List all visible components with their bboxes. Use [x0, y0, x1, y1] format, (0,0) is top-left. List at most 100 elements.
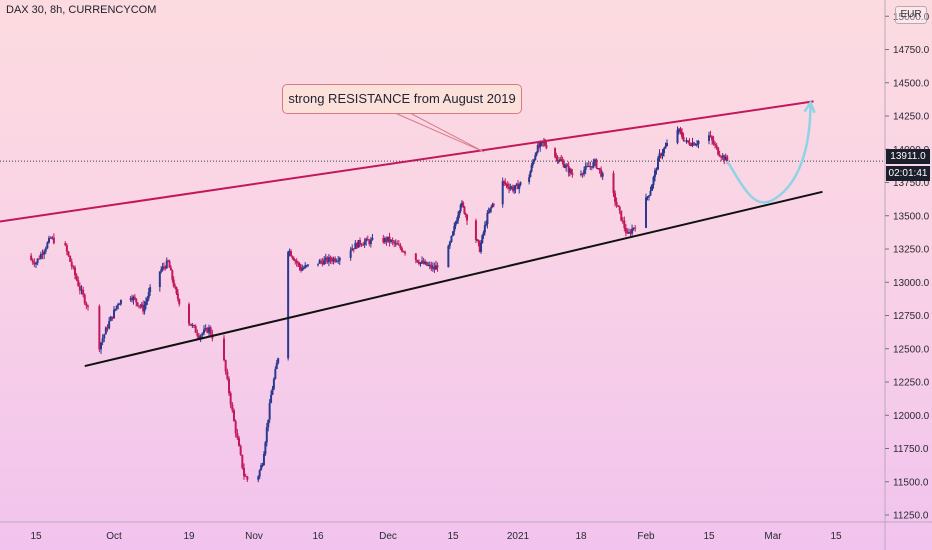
candle-body	[359, 240, 361, 245]
candle-body	[332, 258, 335, 262]
candle-body	[518, 184, 521, 190]
candle-body	[142, 304, 145, 312]
candle-body	[165, 260, 168, 269]
candle-body	[666, 142, 668, 146]
candle-body	[387, 236, 389, 242]
candle-body	[508, 186, 511, 189]
candle-body	[676, 130, 679, 143]
candle-body	[108, 321, 111, 329]
candle-body	[305, 265, 308, 267]
candle-body	[46, 242, 49, 249]
candle-body	[226, 371, 229, 379]
candle-body	[355, 243, 358, 248]
candle-body	[160, 269, 163, 272]
candle-body	[246, 476, 249, 480]
annotation-leader	[394, 112, 485, 153]
candle-body	[295, 260, 298, 263]
time-tick-label: 19	[183, 531, 195, 542]
candle-body	[581, 173, 584, 175]
candle-body	[362, 244, 365, 246]
candle-body	[188, 304, 190, 324]
time-tick-label: Dec	[379, 531, 397, 542]
projection-arrow[interactable]	[726, 102, 812, 204]
candle-body	[35, 262, 37, 265]
candle-body	[652, 176, 655, 185]
candle-body	[433, 266, 436, 270]
price-tick-label: 13750.0	[893, 178, 930, 189]
candle-body	[288, 251, 291, 253]
candle-body	[169, 267, 172, 271]
candle-body	[584, 166, 587, 171]
candle-body	[528, 177, 531, 182]
candle-body	[400, 248, 403, 252]
candle-body	[460, 202, 463, 205]
candle-body	[44, 248, 47, 252]
symbol-title: DAX 30, 8h, CURRENCYCOM	[6, 4, 157, 16]
candle-body	[299, 266, 302, 271]
resistance-annotation[interactable]: strong RESISTANCE from August 2019	[282, 84, 522, 114]
candle-body	[118, 303, 121, 305]
currency-button[interactable]: EUR	[895, 6, 927, 24]
candle-body	[291, 256, 294, 259]
candle-body	[233, 410, 235, 422]
candle-body	[658, 153, 661, 159]
candle-body	[258, 470, 261, 477]
candle-body	[490, 206, 493, 209]
price-tick-label: 11500.0	[893, 477, 929, 488]
candle-body	[726, 156, 729, 162]
candle-body	[175, 287, 178, 294]
candle-body	[563, 167, 566, 169]
candle-body	[292, 258, 295, 261]
support-trendline[interactable]	[84, 190, 823, 368]
candle-body	[147, 292, 150, 299]
price-tick-label: 12500.0	[893, 344, 930, 355]
candle-body	[194, 326, 197, 333]
candle-body	[682, 136, 685, 141]
candle-body	[565, 165, 568, 168]
candle-body	[167, 260, 170, 262]
candle-body	[464, 213, 467, 215]
candle-body	[482, 232, 485, 236]
candle-body	[338, 257, 341, 261]
candle-body	[645, 197, 647, 228]
candle-body	[402, 251, 405, 253]
candle-body	[414, 253, 417, 261]
time-axis[interactable]: 15 Oct 19 Nov 16 Dec 15 2021 18 Feb 15 Mar 15	[30, 531, 842, 542]
candle-body	[209, 327, 212, 334]
price-tick-label: 14500.0	[893, 78, 930, 89]
candle-body	[598, 168, 601, 170]
candle-body	[357, 240, 360, 248]
candle-body	[504, 181, 507, 184]
candle-body	[64, 243, 67, 246]
candle-body	[67, 251, 70, 256]
candle-body	[270, 394, 273, 404]
price-tick-label: 15000.0	[893, 12, 930, 23]
candle-body	[324, 257, 327, 260]
candle-body	[492, 204, 495, 206]
candle-body	[430, 264, 433, 269]
candle-body	[421, 260, 424, 263]
time-tick-label: 15	[30, 531, 42, 542]
candle-body	[257, 476, 260, 480]
candle-body	[510, 186, 513, 188]
candle-body	[690, 144, 692, 146]
candle-body	[399, 245, 402, 249]
candle-body	[366, 238, 369, 241]
candle-body	[657, 158, 659, 170]
candle-body	[161, 266, 164, 270]
time-tick-label: Oct	[106, 531, 122, 542]
candle-body	[307, 264, 310, 266]
candle-body	[428, 264, 431, 266]
candle-body	[277, 358, 280, 364]
candle-body	[560, 159, 563, 161]
candle-body	[566, 165, 569, 167]
resistance-trendline[interactable]	[0, 100, 814, 223]
candle-body	[416, 260, 419, 263]
price-axis[interactable]: 11250.0 11500.0 11750.0 12000.0 12250.0 12500…	[885, 12, 930, 522]
candle-body	[466, 214, 469, 221]
candle-body	[388, 236, 391, 242]
candle-body	[567, 165, 570, 173]
candle-body	[519, 181, 522, 185]
